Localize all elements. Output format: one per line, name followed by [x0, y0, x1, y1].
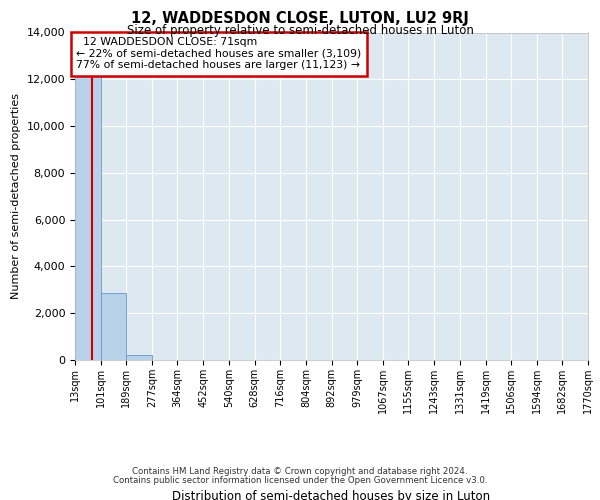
Text: Contains HM Land Registry data © Crown copyright and database right 2024.: Contains HM Land Registry data © Crown c…	[132, 467, 468, 476]
Text: Contains public sector information licensed under the Open Government Licence v3: Contains public sector information licen…	[113, 476, 487, 485]
Y-axis label: Number of semi-detached properties: Number of semi-detached properties	[11, 93, 21, 299]
Text: 12, WADDESDON CLOSE, LUTON, LU2 9RJ: 12, WADDESDON CLOSE, LUTON, LU2 9RJ	[131, 11, 469, 26]
Bar	[101, 294, 127, 360]
Text: Size of property relative to semi-detached houses in Luton: Size of property relative to semi-detach…	[127, 24, 473, 37]
Bar	[75, 50, 101, 360]
Bar	[127, 355, 152, 360]
X-axis label: Distribution of semi-detached houses by size in Luton: Distribution of semi-detached houses by …	[172, 490, 491, 500]
Text: 12 WADDESDON CLOSE: 71sqm
← 22% of semi-detached houses are smaller (3,109)
77% : 12 WADDESDON CLOSE: 71sqm ← 22% of semi-…	[76, 37, 362, 70]
